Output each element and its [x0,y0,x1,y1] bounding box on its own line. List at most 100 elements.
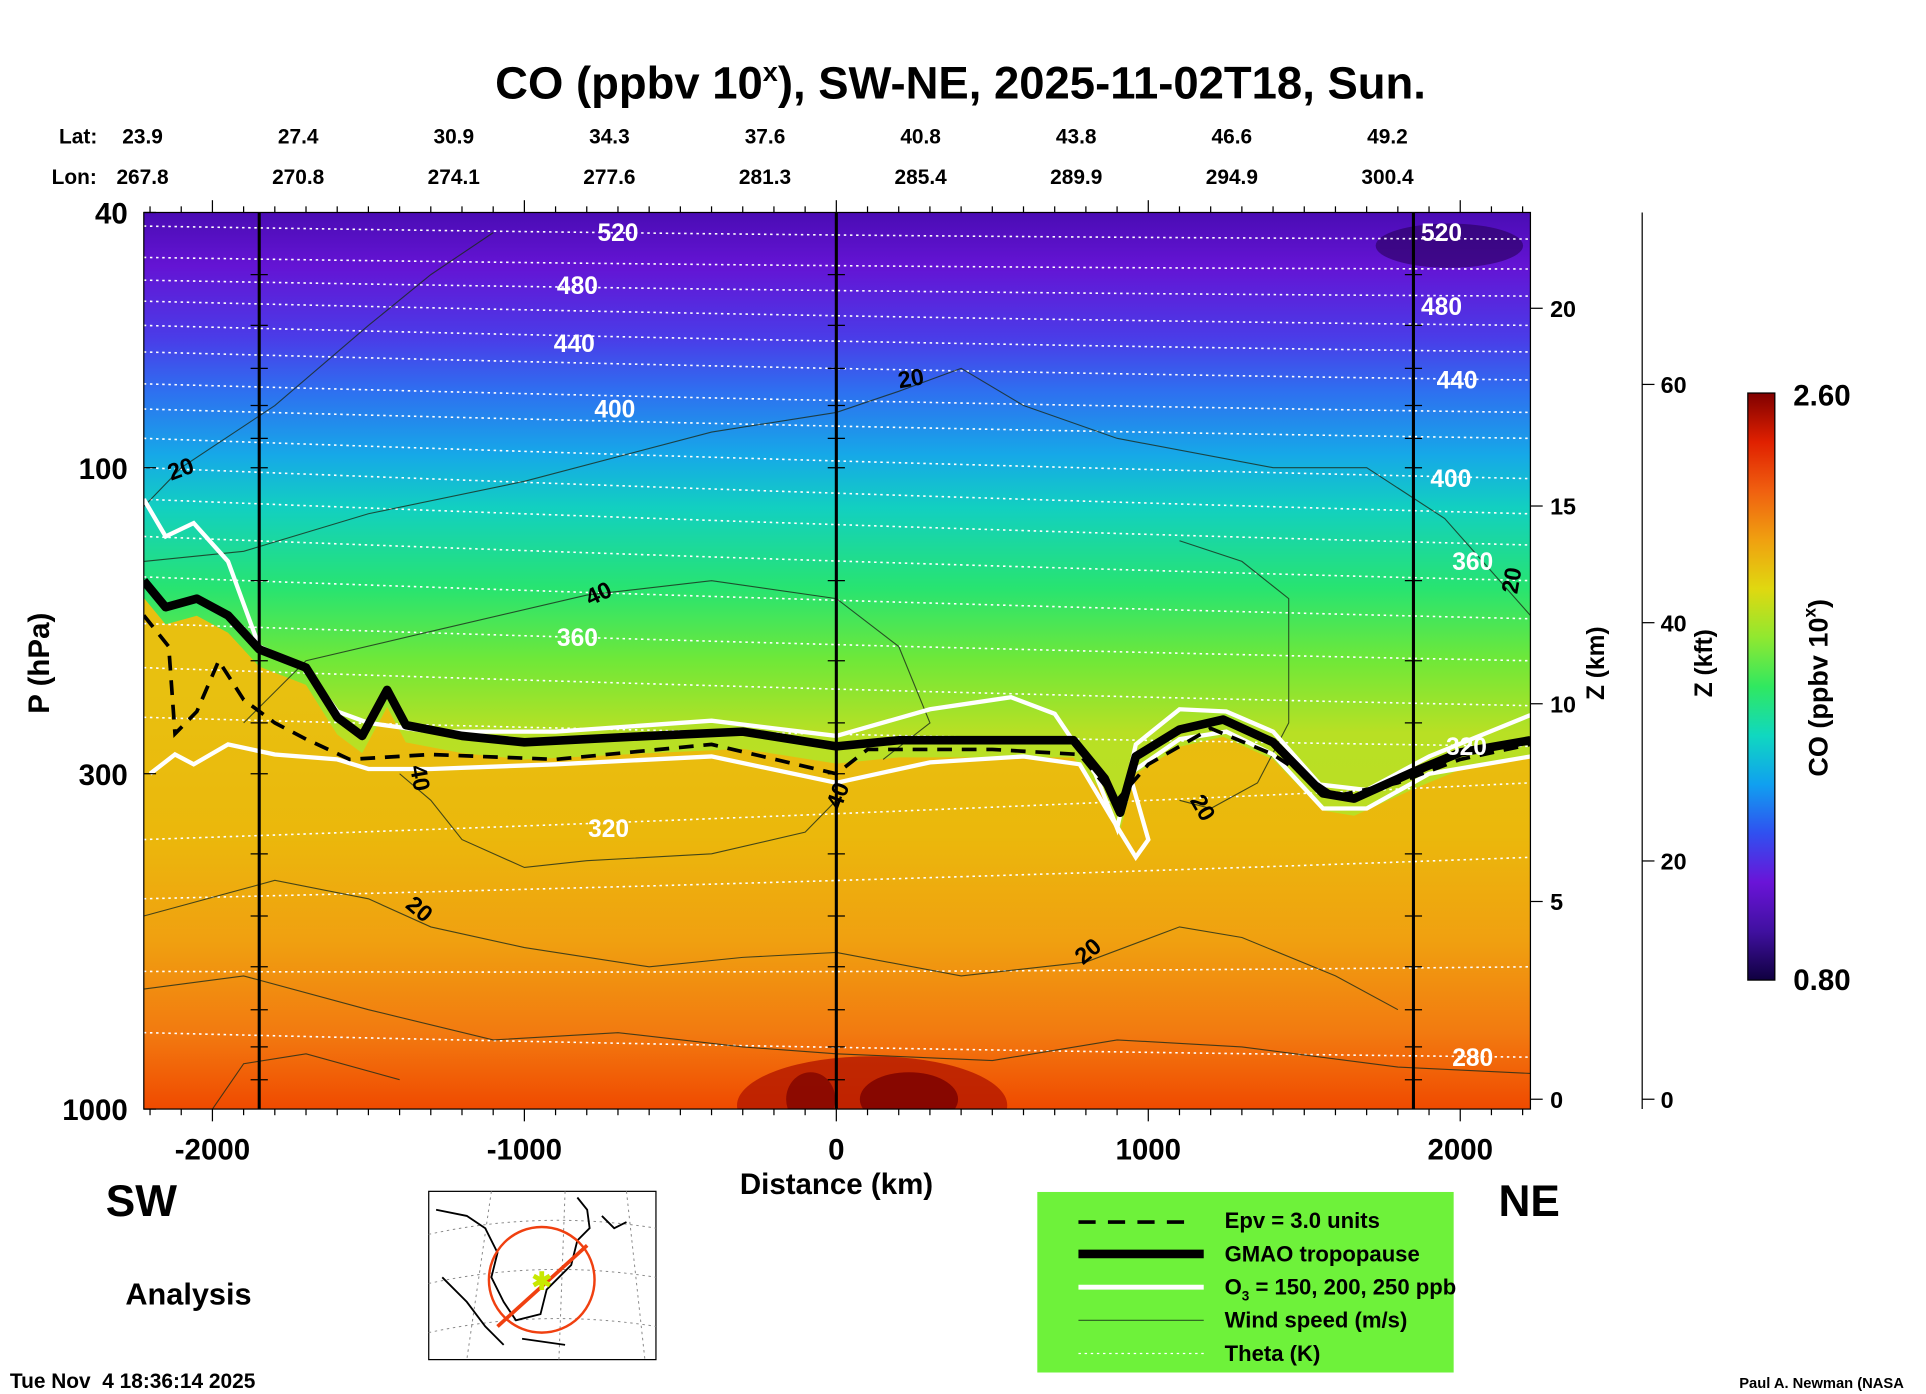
lat-value: 46.6 [1212,126,1253,149]
zkft-tick-label: 0 [1661,1087,1674,1113]
theta-label: 320 [1446,734,1487,761]
theta-line [143,324,1531,353]
map-inset: ✱ [428,1190,657,1361]
theta-line [143,437,1531,480]
zkft-tick-label: 60 [1661,372,1687,398]
wind-label: 40 [405,763,435,793]
range-circle [487,1225,596,1334]
theta-line [143,225,1531,240]
theta-label: 480 [1421,294,1462,321]
colorbar-min-label: 0.80 [1793,964,1850,997]
legend-tropopause-label: GMAO tropopause [1225,1241,1420,1266]
wind-contour [211,1053,400,1110]
lat-value: 34.3 [589,126,630,149]
theta-label: 400 [594,397,635,424]
lat-label: Lat: [59,126,97,149]
theta-line [143,256,1531,270]
lat-value: 30.9 [433,126,474,149]
theta-line [143,300,1531,327]
legend-theta-label: Theta (K) [1225,1341,1321,1366]
lon-value: 274.1 [428,166,481,189]
y-tick-label: 1000 [62,1094,128,1127]
legend-wind-label: Wind speed (m/s) [1225,1308,1408,1333]
lon-value: 289.9 [1050,166,1102,189]
theta-label: 280 [1452,1045,1493,1072]
theta-label: 400 [1430,466,1471,493]
legend: Epv = 3.0 units GMAO tropopause O3 = 150… [1036,1190,1457,1374]
colorbar [1747,392,1776,981]
wind-label: 20 [1496,565,1526,595]
wind-contour [1179,540,1290,810]
theta-line [143,622,1531,662]
zkm-tick-label: 10 [1550,691,1576,717]
lon-value: 270.8 [272,166,324,189]
theta-label: 440 [554,331,595,358]
theta-label: 440 [1437,368,1478,395]
theta-line [143,351,1531,381]
epv-contour [143,614,1531,804]
credit: Paul A. Newman (NASA [1739,1376,1904,1392]
y-tick-label: 300 [79,759,128,792]
zkm-tick-label: 0 [1550,1087,1563,1113]
lat-value: 27.4 [278,126,319,149]
y-axis-label: P (hPa) [23,613,56,714]
theta-label: 320 [588,816,629,843]
theta-line [143,856,1531,900]
theta-line [143,383,1531,414]
theta-line [143,576,1531,620]
zkft-axis-label: Z (kft) [1691,629,1718,697]
theta-label: 480 [557,273,598,300]
theta-line [143,466,1531,515]
x-tick-label: 0 [828,1133,844,1166]
wind-contour [399,773,837,869]
lon-value: 281.3 [739,166,791,189]
theta-line [143,716,1531,748]
y-tick-label: 100 [79,453,128,486]
y-tick-label: 40 [95,198,128,231]
colorbar-label: CO (ppbv 10x) [1799,599,1833,777]
cross-section-line [496,1244,589,1328]
theta-line [143,535,1531,582]
coastline [435,1196,627,1346]
theta-line [143,279,1531,297]
o3-contour [148,729,1531,862]
wind-contour [143,367,1531,616]
lat-value: 37.6 [745,126,786,149]
theta-line [143,666,1531,707]
x-tick-label: 1000 [1116,1133,1182,1166]
lon-value: 300.4 [1361,166,1414,189]
wind-contour [143,232,494,508]
theta-label: 520 [597,220,638,247]
zkm-axis-label: Z (km) [1583,626,1610,700]
lat-value: 43.8 [1056,126,1097,149]
lon-value: 294.9 [1206,166,1258,189]
zkft-tick-label: 40 [1661,610,1687,636]
timestamp: Tue Nov 4 18:36:14 2025 [10,1370,256,1393]
theta-line [143,498,1531,546]
legend-epv-label: Epv = 3.0 units [1225,1208,1380,1233]
zkft-tick-label: 20 [1661,849,1687,875]
zkm-tick-label: 5 [1550,889,1563,915]
wind-contour [143,879,1399,1011]
lon-value: 285.4 [895,166,948,189]
theta-line [143,965,1531,973]
lat-value: 40.8 [900,126,941,149]
chart-title: CO (ppbv 10x), SW-NE, 2025-11-02T18, Sun… [495,57,1426,108]
lat-value: 23.9 [122,126,163,149]
zkm-tick-label: 20 [1550,296,1576,322]
colorbar-max-label: 2.60 [1793,379,1850,412]
x-tick-label: -1000 [487,1133,562,1166]
lon-value: 277.6 [583,166,635,189]
wind-contour [143,975,1531,1074]
wind-contour [243,580,931,760]
x-axis-label: Distance (km) [740,1168,933,1201]
lon-value: 267.8 [116,166,168,189]
theta-label: 360 [1452,549,1493,576]
analysis-label: Analysis [125,1276,251,1311]
zkm-tick-label: 15 [1550,494,1576,520]
legend-o3-label: O3 = 150, 200, 250 ppb [1225,1275,1457,1304]
lat-value: 49.2 [1367,126,1408,149]
theta-line [143,408,1531,440]
center-star-icon: ✱ [531,1269,552,1296]
